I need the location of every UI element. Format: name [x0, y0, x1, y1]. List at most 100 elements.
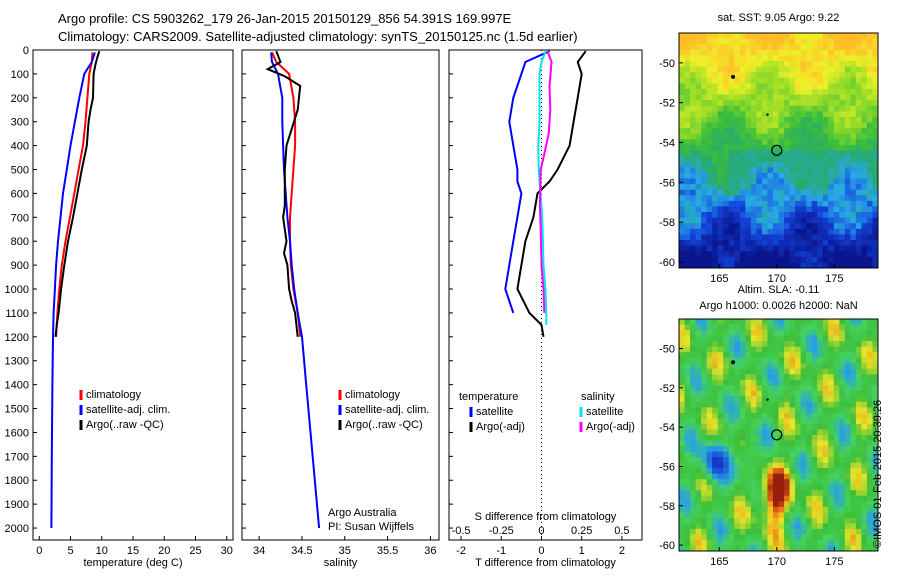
difference-series-salinity-argo-adj- — [538, 50, 553, 313]
sla-map-cell — [795, 501, 802, 508]
sst-map-cell — [839, 189, 846, 196]
sla-map-cell — [861, 357, 868, 364]
sst-map-cell — [734, 55, 741, 62]
sst-map-cell — [761, 33, 768, 40]
sla-map-cell — [690, 352, 697, 359]
sst-map-cell — [778, 100, 785, 107]
sst-map-cell — [778, 60, 785, 68]
sst-map-cell — [806, 161, 813, 168]
sla-map-cell — [850, 512, 857, 519]
temperature-ytick-label: 700 — [11, 212, 29, 224]
sla-map-cell — [828, 479, 835, 486]
sst-map-cell — [833, 122, 840, 129]
sst-map-cell — [778, 122, 785, 129]
sst-map-cell — [789, 60, 796, 68]
sst-map-cell — [767, 184, 774, 191]
sla-map-cell — [795, 335, 802, 342]
sst-map-cell — [679, 234, 686, 241]
sla-map-cell — [701, 412, 708, 419]
sst-map-cell — [723, 105, 730, 112]
sst-map-cell — [706, 83, 713, 90]
sla-map-cell — [750, 401, 757, 408]
sla-map-cell — [750, 407, 757, 414]
sla-map-cell — [828, 484, 835, 491]
sla-map-cell — [734, 385, 741, 392]
sla-map-cell — [806, 346, 813, 353]
sla-map-cell — [850, 352, 857, 359]
sla-map-cell — [745, 462, 752, 469]
sst-map-cell — [789, 195, 796, 202]
sla-map-cell — [750, 468, 757, 475]
salinity-xtick-label: 34 — [253, 545, 265, 557]
sla-map-cell — [822, 451, 829, 458]
sla-map-cell — [684, 357, 691, 364]
sst-map-cell — [728, 217, 735, 224]
sst-map-cell — [767, 245, 774, 252]
sla-map-cell — [739, 473, 746, 480]
sla-map-cell — [822, 418, 829, 425]
sla-map-cell — [833, 396, 840, 403]
sst-map-cell — [679, 206, 686, 213]
sst-map-cell — [817, 251, 824, 258]
sst-map-cell — [850, 100, 857, 107]
sla-map-cell — [728, 374, 735, 381]
sst-map-cell — [795, 206, 802, 213]
sla-map-cell — [723, 357, 730, 364]
sla-map-cell — [745, 479, 752, 486]
sla-map-cell — [822, 528, 829, 535]
sst-map-cell — [789, 167, 796, 174]
sla-map-cell — [811, 341, 818, 348]
sst-map-cell — [822, 167, 829, 174]
sst-map-cell — [789, 200, 796, 207]
sst-map-cell — [723, 200, 730, 207]
sla-map-cell — [839, 534, 846, 541]
sla-map-cell — [844, 440, 851, 447]
sst-map-cell — [684, 33, 691, 40]
sst-map-cell — [778, 212, 785, 219]
sst-map-cell — [844, 172, 851, 179]
sst-map-cell — [756, 189, 763, 196]
sst-map-cell — [828, 189, 835, 196]
sla-map-cell — [750, 435, 757, 442]
sst-map-cell — [828, 83, 835, 90]
sla-map-cell — [745, 352, 752, 359]
sst-map-cell — [872, 150, 879, 157]
sst-map-cell — [784, 38, 791, 45]
sla-map-cell — [712, 423, 719, 430]
sla-map-cell — [734, 418, 741, 425]
temperature-legend-label: satellite-adj. clim. — [86, 404, 170, 416]
sla-map-cell — [701, 446, 708, 453]
sla-map-cell — [833, 374, 840, 381]
sst-map-cell — [739, 262, 746, 269]
sst-map-cell — [855, 88, 862, 96]
sst-map-cell — [806, 133, 813, 140]
sst-map-cell — [811, 217, 818, 224]
sla-map-cell — [784, 545, 791, 552]
sst-map-cell — [695, 234, 702, 241]
sla-map-cell — [778, 423, 785, 430]
sla-map-cell — [855, 401, 862, 408]
sla-map-cell — [817, 506, 824, 513]
sst-map-cell — [695, 161, 702, 168]
sla-map-cell — [817, 539, 824, 546]
sst-map-cell — [695, 212, 702, 219]
sst-map-cell — [750, 150, 757, 157]
sst-map-cell — [828, 122, 835, 129]
sla-map-cell — [772, 412, 779, 419]
sla-map-cell — [712, 446, 719, 453]
sla-map-cell — [861, 523, 868, 530]
sla-map-cell — [690, 517, 697, 524]
sst-map-cell — [739, 206, 746, 213]
sla-map-cell — [739, 319, 746, 326]
sla-map-cell — [806, 490, 813, 497]
sla-map-cell — [723, 506, 730, 513]
sla-map-cell — [855, 523, 862, 530]
sst-map-cell — [750, 55, 757, 62]
sla-map-cell — [761, 374, 768, 381]
sst-map-cell — [745, 94, 752, 101]
sla-map-cell — [706, 346, 713, 353]
sst-map-cell — [679, 195, 686, 202]
sla-map-cell — [761, 440, 768, 447]
sst-map-cell — [723, 133, 730, 140]
sla-map-cell — [679, 512, 686, 519]
